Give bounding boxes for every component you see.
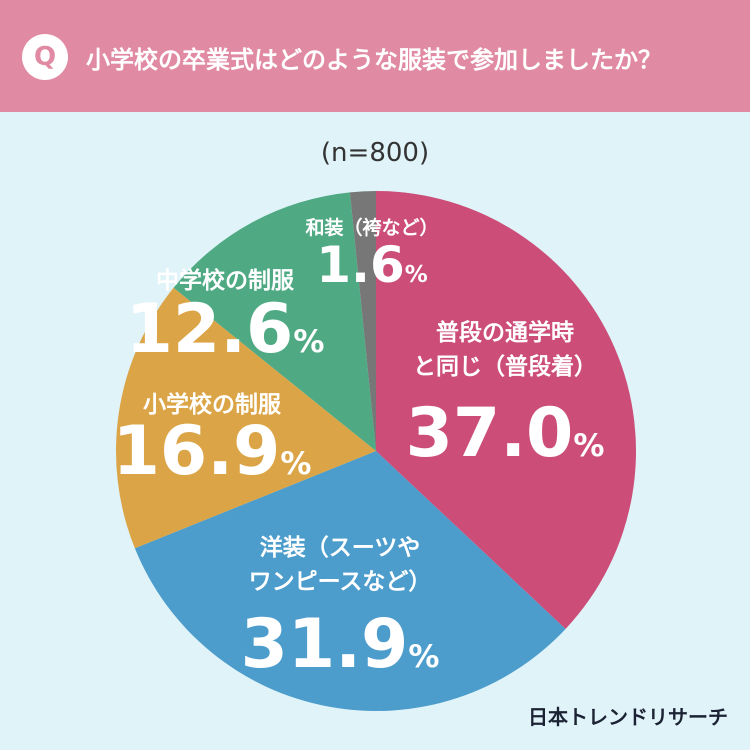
question-text: 小学校の卒業式はどのような服装で参加しましたか？ <box>86 46 662 74</box>
question-header: Q 小学校の卒業式はどのような服装で参加しましたか？ <box>0 0 750 112</box>
slice-label: ワンピースなど） <box>249 568 432 595</box>
slice-label: と同じ（普段着） <box>413 353 597 380</box>
slice-label: 和装（袴など） <box>305 216 438 239</box>
slice-label: 普段の通学時 <box>436 319 574 346</box>
slice-value-label: 37.0% <box>406 394 605 473</box>
slice-value-label: 31.9% <box>241 605 440 684</box>
pie-slice <box>173 192 376 451</box>
sample-size: (n=800) <box>320 138 430 168</box>
pie-slice <box>134 451 566 711</box>
slice-value-label: 1.6% <box>316 236 428 294</box>
brand-logo: 日本トレンドリサーチ <box>528 705 728 729</box>
q-badge-icon: Q <box>22 34 68 80</box>
pie-slice <box>349 191 376 451</box>
pie-slice <box>116 287 376 549</box>
slice-label: 洋装（スーツや <box>260 534 421 561</box>
slice-label: 中学校の制服 <box>156 267 295 294</box>
slice-label: 小学校の制服 <box>143 391 282 418</box>
pie-slice <box>376 191 636 629</box>
slice-value-label: 12.6% <box>126 290 325 369</box>
slice-value-label: 16.9% <box>113 412 312 491</box>
